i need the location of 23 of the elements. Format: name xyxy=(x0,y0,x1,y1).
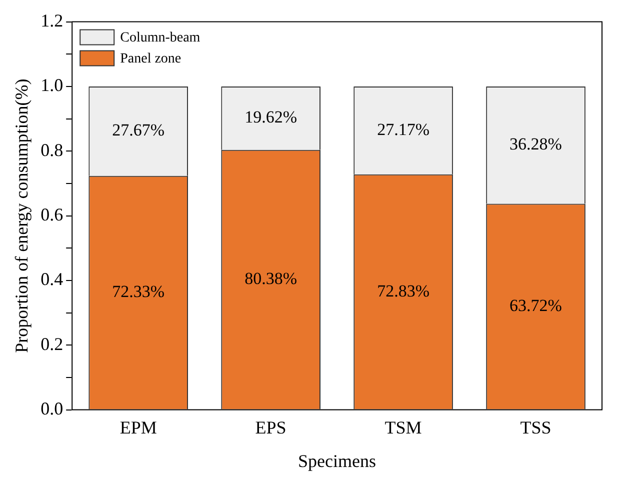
x-tick-label: EPS xyxy=(255,417,286,438)
data-label: 19.62% xyxy=(244,108,298,127)
y-tick-label: 1.2 xyxy=(40,10,64,31)
y-tick-label: 0.8 xyxy=(40,140,64,160)
data-label: 36.28% xyxy=(510,134,562,154)
x-tick-label: TSS xyxy=(520,417,552,438)
y-tick-label: 0.2 xyxy=(40,334,64,354)
data-label: 27.67% xyxy=(112,120,165,140)
y-tick-label: 0.0 xyxy=(40,398,64,419)
data-label: 27.17% xyxy=(377,120,430,139)
data-label: 72.83% xyxy=(377,281,430,300)
x-axis-title: Specimens xyxy=(298,450,376,471)
y-axis-title: Proportion of energy consumption(%) xyxy=(12,78,32,353)
x-tick-label: TSM xyxy=(384,417,422,438)
x-tick-label: EPM xyxy=(120,417,157,438)
y-tick-label: 0.6 xyxy=(40,204,64,225)
data-label: 72.33% xyxy=(112,282,165,302)
y-tick-label: 0.4 xyxy=(40,269,64,290)
legend-label: Column-beam xyxy=(120,30,200,46)
legend-label: Panel zone xyxy=(120,51,182,66)
data-label: 63.72% xyxy=(510,296,562,316)
data-label: 80.38% xyxy=(244,269,298,288)
y-tick-label: 1.0 xyxy=(40,75,64,96)
